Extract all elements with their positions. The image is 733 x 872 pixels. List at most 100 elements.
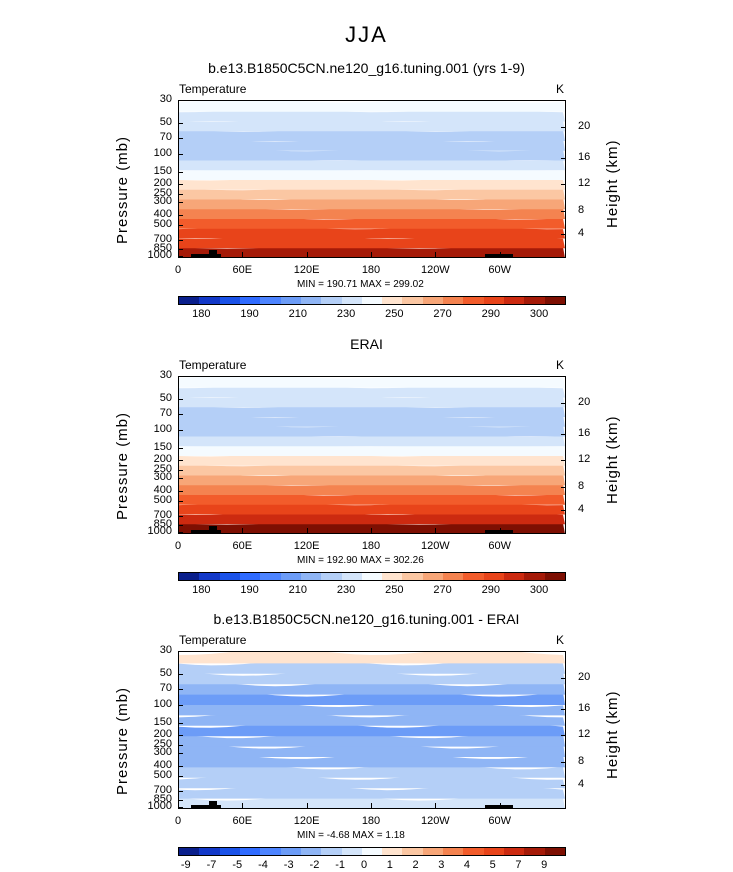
x-tick-label: 60W: [488, 815, 511, 827]
colorbar-tick-label: 7: [515, 859, 522, 871]
y-right-tick-label: 12: [578, 728, 591, 741]
panel-title: b.e13.B1850C5CN.ne120_g16.tuning.001 (yr…: [208, 60, 525, 76]
y-tick-mark: [178, 429, 183, 431]
field-label: Temperature: [179, 82, 247, 96]
x-tick-mark: [242, 803, 244, 808]
x-tick-mark: [499, 528, 501, 533]
y-right-tick-mark: [561, 433, 566, 435]
y-tick-label: 50: [159, 391, 172, 404]
contour-band: [179, 197, 565, 210]
y-tick-mark: [178, 704, 183, 706]
min-value: 190.71: [326, 279, 361, 290]
topography-mask: [191, 530, 221, 533]
colorbar-swatch: [260, 848, 281, 855]
y-right-tick-mark: [561, 486, 566, 488]
min-max-stats: MIN = 192.90 MAX = 302.26: [297, 555, 424, 566]
y-tick-label: 100: [153, 697, 172, 710]
colorbar-swatch: [321, 848, 342, 855]
colorbar-swatch: [524, 573, 545, 580]
y-tick-label: 150: [153, 164, 172, 177]
min-max-stats: MIN = -4.68 MAX = 1.18: [297, 830, 405, 841]
y-tick-label: 400: [153, 759, 172, 772]
contour-band: [179, 177, 565, 190]
y-right-tick-label: 12: [578, 177, 591, 190]
y-tick-label: 30: [159, 644, 172, 656]
y-tick-label: 250: [153, 738, 172, 751]
y-tick-mark: [178, 673, 183, 675]
y-right-tick-label: 20: [578, 396, 591, 409]
colorbar-tick-label: 250: [385, 308, 404, 320]
units-label: K: [556, 633, 565, 647]
contour-band: [179, 245, 565, 257]
x-tick-mark: [306, 803, 308, 808]
y-tick-label: 200: [153, 453, 172, 466]
y-tick-label: 30: [159, 93, 172, 105]
y-tick-label: 200: [153, 177, 172, 190]
colorbar-swatch: [463, 848, 484, 855]
contour-band: [179, 669, 565, 685]
colorbar-swatch: [219, 848, 240, 855]
contour-band: [179, 463, 565, 476]
contour-band: [179, 109, 565, 122]
min-label: MIN =: [297, 830, 327, 841]
contour-svg: [179, 377, 565, 533]
y-tick-label: 700: [153, 784, 172, 797]
units-label: K: [556, 358, 565, 372]
y-tick-mark: [178, 248, 183, 250]
colorbar-tick-label: 290: [481, 308, 500, 320]
x-tick-mark: [178, 528, 179, 533]
colorbar-swatch: [199, 573, 220, 580]
contour-band: [179, 521, 565, 533]
colorbar-tick-label: -2: [309, 859, 320, 871]
colorbar-swatch: [341, 573, 362, 580]
x-tick-label: 60E: [232, 264, 253, 276]
max-value: 302.26: [393, 555, 424, 566]
colorbar-swatch: [544, 573, 565, 580]
y-right-tick-label: 4: [578, 227, 585, 240]
colorbar-swatch: [524, 297, 545, 304]
y-tick-mark: [178, 651, 183, 652]
colorbar-tick-label: 1: [386, 859, 393, 871]
x-tick-label: 0: [174, 264, 182, 276]
colorbar-swatch: [524, 848, 545, 855]
y-tick-mark: [178, 215, 183, 217]
contour-band: [179, 424, 565, 437]
contour-band: [179, 395, 565, 408]
y-axis-title: Pressure (mb): [114, 135, 131, 244]
y-tick-label: 200: [153, 728, 172, 741]
colorbar-tick-label: -7: [206, 859, 217, 871]
colorbar-swatch: [280, 848, 301, 855]
y-right-tick-label: 4: [578, 778, 585, 791]
y-tick-mark: [178, 491, 183, 493]
y-tick-mark: [178, 122, 183, 124]
y-right-tick-mark: [561, 403, 566, 405]
x-tick-label: 180: [361, 540, 381, 552]
min-label: MIN =: [297, 555, 327, 566]
y-tick-label: 700: [153, 509, 172, 522]
y-tick-mark: [178, 722, 183, 724]
colorbar-tick-label: 3: [438, 859, 445, 871]
y-tick-mark: [178, 413, 183, 415]
x-tick-mark: [499, 803, 501, 808]
y-right-tick-mark: [561, 157, 566, 159]
figure-title: JJA: [345, 22, 388, 47]
y-tick-label: 150: [153, 715, 172, 728]
y-tick-mark: [178, 799, 183, 801]
y-right-tick-mark: [561, 234, 566, 236]
contour-band: [179, 226, 565, 239]
max-label: MAX =: [352, 830, 386, 841]
y-tick-label: 500: [153, 218, 172, 231]
y-right-tick-mark: [561, 785, 566, 787]
panel-title: ERAI: [350, 336, 383, 352]
y-tick-label: 30: [159, 369, 172, 381]
contour-band: [179, 101, 565, 112]
colorbar-swatch: [341, 848, 362, 855]
colorbar-tick-label: -1: [335, 859, 346, 871]
contour-band: [179, 443, 565, 456]
colorbar-swatch: [443, 848, 464, 855]
x-tick-mark: [435, 803, 437, 808]
x-tick-mark: [242, 252, 244, 257]
max-label: MAX =: [360, 555, 394, 566]
colorbar-swatch: [239, 297, 261, 304]
colorbar-tick-label: 270: [433, 308, 452, 320]
